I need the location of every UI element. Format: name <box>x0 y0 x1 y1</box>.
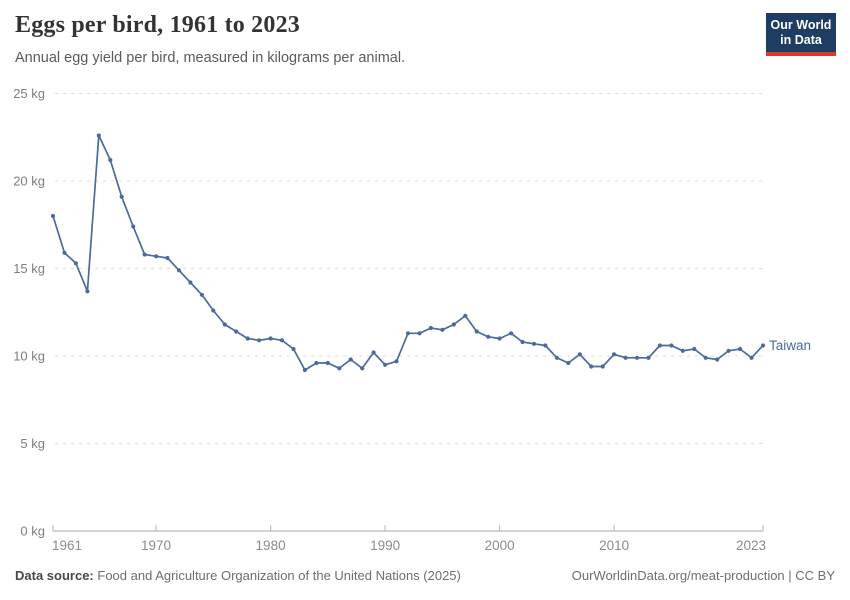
data-point <box>440 327 445 332</box>
data-point <box>394 359 399 364</box>
chart-subtitle: Annual egg yield per bird, measured in k… <box>15 50 406 66</box>
data-point <box>62 250 67 255</box>
data-point <box>566 360 571 366</box>
data-point <box>451 322 456 327</box>
chart-title: Eggs per bird, 1961 to 2023 <box>15 12 300 38</box>
data-point <box>486 334 491 339</box>
owid-logo[interactable]: Our World in Data <box>766 13 836 56</box>
x-axis-tick-label: 1961 <box>52 538 82 553</box>
data-point <box>108 157 113 163</box>
data-point <box>405 331 411 336</box>
data-point <box>257 338 262 343</box>
data-point <box>726 348 731 353</box>
data-point <box>600 364 605 369</box>
data-point <box>348 357 353 362</box>
x-axis-tick-label: 2010 <box>599 538 629 553</box>
data-source: Data source: Food and Agriculture Organi… <box>15 568 461 583</box>
data-point <box>738 346 743 352</box>
data-point <box>165 255 170 261</box>
data-point <box>337 366 342 371</box>
data-point <box>73 261 78 266</box>
data-point <box>302 367 307 373</box>
data-point <box>715 357 720 362</box>
y-axis-tick-label: 15 kg <box>13 261 45 276</box>
chart-footer: Data source: Food and Agriculture Organi… <box>15 568 835 583</box>
owid-logo-line2: in Data <box>780 32 822 47</box>
data-point <box>760 343 766 348</box>
data-point <box>383 362 388 367</box>
y-axis-tick-label: 0 kg <box>20 524 45 539</box>
data-point <box>657 343 663 348</box>
credit-link[interactable]: OurWorldinData.org/meat-production | CC … <box>571 568 835 583</box>
data-point <box>474 329 479 334</box>
x-axis-tick-label: 1990 <box>370 538 400 553</box>
data-point <box>371 350 376 355</box>
data-point <box>463 313 468 318</box>
data-point <box>50 213 56 219</box>
data-point <box>291 346 296 352</box>
data-point <box>96 133 101 138</box>
data-point <box>176 268 182 273</box>
data-source-label: Data source: <box>15 568 94 583</box>
data-point <box>234 329 239 334</box>
data-point <box>497 336 502 341</box>
data-point <box>749 355 754 360</box>
data-point <box>612 352 617 357</box>
data-point <box>692 346 697 352</box>
data-point <box>646 355 651 360</box>
data-point <box>360 366 365 371</box>
data-point <box>188 280 193 285</box>
data-point <box>623 355 628 360</box>
x-axis-tick-label: 1980 <box>256 538 286 553</box>
data-point <box>428 325 433 331</box>
data-point <box>554 355 560 360</box>
data-point <box>577 352 582 357</box>
data-point <box>142 252 147 257</box>
data-point <box>589 364 594 369</box>
data-point <box>85 289 90 294</box>
data-point <box>279 338 285 343</box>
data-point <box>509 331 514 336</box>
x-axis-tick-label: 1970 <box>141 538 171 553</box>
y-axis-tick-label: 25 kg <box>13 86 45 101</box>
data-point <box>154 254 159 259</box>
series-end-label: Taiwan <box>769 338 811 353</box>
data-point <box>520 339 525 345</box>
data-point <box>634 355 640 360</box>
data-point <box>119 194 124 199</box>
data-point <box>222 322 227 327</box>
data-point <box>417 331 422 336</box>
data-point <box>669 343 674 348</box>
data-point <box>543 343 548 348</box>
data-point <box>245 336 250 341</box>
x-axis-tick-label: 2023 <box>736 538 766 553</box>
y-axis-tick-label: 5 kg <box>20 436 45 451</box>
y-axis-tick-label: 20 kg <box>13 174 45 189</box>
data-source-text: Food and Agriculture Organization of the… <box>97 568 461 583</box>
x-axis-tick-label: 2000 <box>485 538 515 553</box>
data-point <box>314 360 319 366</box>
y-axis-tick-label: 10 kg <box>13 349 45 364</box>
data-point <box>531 341 537 346</box>
data-point <box>268 336 273 341</box>
data-point <box>211 308 216 313</box>
data-point <box>199 292 204 297</box>
data-point <box>703 355 708 360</box>
data-point <box>131 224 136 229</box>
owid-logo-line1: Our World <box>770 18 832 32</box>
data-point <box>680 348 685 353</box>
data-point <box>325 360 330 366</box>
